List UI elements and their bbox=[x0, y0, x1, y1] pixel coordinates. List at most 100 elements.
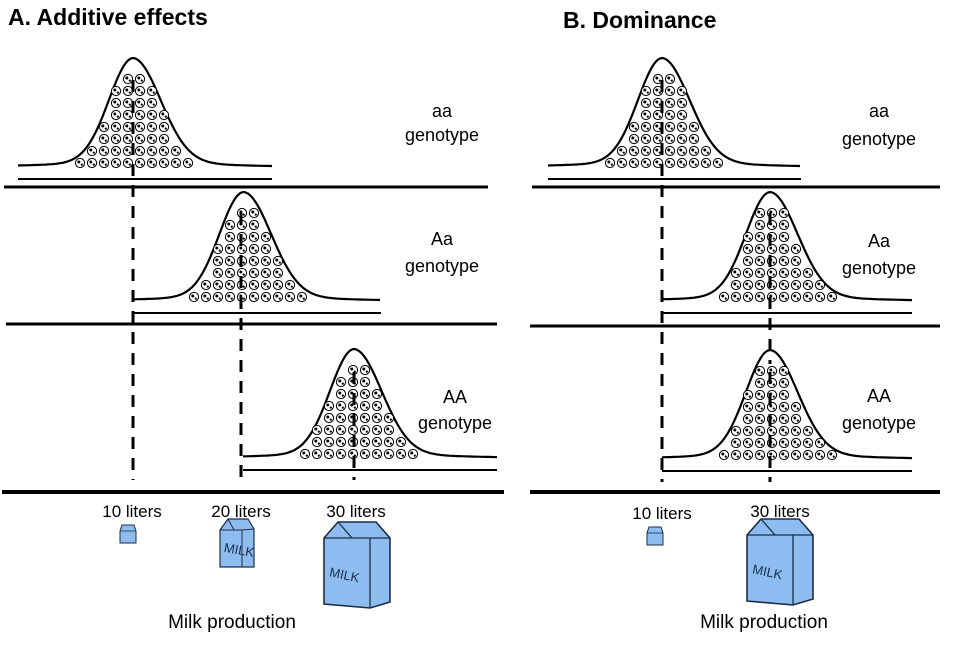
cow-icon bbox=[742, 243, 754, 255]
cow-icon bbox=[311, 424, 323, 436]
cow-icon bbox=[248, 267, 260, 279]
distribution-aa bbox=[17, 56, 272, 169]
cow-icon bbox=[359, 400, 371, 412]
cow-icon bbox=[383, 436, 395, 448]
cow-icon bbox=[742, 267, 754, 279]
cow-icon bbox=[371, 436, 383, 448]
cow-icon bbox=[652, 73, 664, 85]
cow-icon bbox=[754, 207, 766, 219]
cow-icon bbox=[712, 157, 724, 169]
cow-icon bbox=[790, 291, 802, 303]
genotype-label: aa bbox=[869, 101, 890, 121]
cow-icon bbox=[664, 73, 676, 85]
cow-icon bbox=[335, 400, 347, 412]
cow-icon bbox=[754, 401, 766, 413]
cow-icon bbox=[248, 219, 260, 231]
distribution-curve bbox=[547, 56, 800, 168]
cow-icon bbox=[688, 145, 700, 157]
cow-icon bbox=[688, 157, 700, 169]
cow-icon bbox=[200, 291, 212, 303]
cow-icon bbox=[676, 145, 688, 157]
cow-icon bbox=[640, 85, 652, 97]
cow-icon bbox=[676, 157, 688, 169]
cow-icon bbox=[323, 436, 335, 448]
cow-icon bbox=[730, 279, 742, 291]
cow-icon bbox=[778, 219, 790, 231]
cow-icon bbox=[778, 267, 790, 279]
cow-icon bbox=[383, 448, 395, 460]
cow-icon bbox=[158, 109, 170, 121]
cow-icon bbox=[730, 267, 742, 279]
cow-icon bbox=[730, 449, 742, 461]
cow-icon bbox=[754, 291, 766, 303]
cow-icon bbox=[98, 133, 110, 145]
cow-icon bbox=[604, 157, 616, 169]
cow-icon bbox=[110, 109, 122, 121]
cow-icon bbox=[74, 157, 86, 169]
cow-icon bbox=[778, 425, 790, 437]
cow-icon bbox=[778, 389, 790, 401]
genotype-label: genotype bbox=[405, 125, 479, 145]
distribution-Aa bbox=[131, 190, 381, 303]
cow-icon bbox=[158, 145, 170, 157]
cow-icon bbox=[122, 73, 134, 85]
cow-icon bbox=[260, 231, 272, 243]
cow-icon bbox=[146, 133, 158, 145]
milk-large-icon: MILK bbox=[323, 521, 391, 609]
cow-icon bbox=[407, 448, 419, 460]
cow-icon bbox=[754, 425, 766, 437]
milk-small-icon bbox=[119, 524, 137, 544]
cow-icon bbox=[122, 133, 134, 145]
cow-icon bbox=[134, 97, 146, 109]
cow-icon bbox=[766, 243, 778, 255]
cow-icon bbox=[248, 291, 260, 303]
axis-tick-label: 30 liters bbox=[326, 502, 386, 521]
cow-icon bbox=[676, 97, 688, 109]
cow-icon bbox=[652, 133, 664, 145]
cow-icon bbox=[146, 121, 158, 133]
cow-icon bbox=[395, 448, 407, 460]
cow-icon bbox=[628, 145, 640, 157]
cow-icon bbox=[134, 73, 146, 85]
cow-icon bbox=[371, 448, 383, 460]
cow-icon bbox=[188, 291, 200, 303]
cow-icon bbox=[742, 425, 754, 437]
genotype-label: genotype bbox=[405, 256, 479, 276]
cow-icon bbox=[664, 97, 676, 109]
cow-icon bbox=[688, 121, 700, 133]
cow-icon bbox=[688, 133, 700, 145]
cow-icon bbox=[323, 400, 335, 412]
cow-icon bbox=[778, 279, 790, 291]
cow-icon bbox=[110, 85, 122, 97]
cow-icon bbox=[802, 449, 814, 461]
cow-icon bbox=[359, 388, 371, 400]
cow-icon bbox=[335, 436, 347, 448]
cow-icon bbox=[335, 448, 347, 460]
cow-icon bbox=[359, 448, 371, 460]
cow-icon bbox=[134, 121, 146, 133]
milk-large-icon: MILK bbox=[746, 518, 814, 606]
cow-icon bbox=[260, 291, 272, 303]
cow-icon bbox=[284, 279, 296, 291]
cow-icon bbox=[766, 425, 778, 437]
cow-icon bbox=[260, 267, 272, 279]
cow-icon bbox=[248, 279, 260, 291]
cow-icon bbox=[170, 157, 182, 169]
cow-icon bbox=[754, 413, 766, 425]
cow-icon bbox=[676, 109, 688, 121]
cow-icon bbox=[260, 255, 272, 267]
cow-icon bbox=[212, 255, 224, 267]
cow-icon bbox=[359, 424, 371, 436]
cow-icon bbox=[814, 449, 826, 461]
cow-icon bbox=[212, 279, 224, 291]
cow-icon bbox=[790, 437, 802, 449]
cow-icon bbox=[260, 243, 272, 255]
cow-icon bbox=[826, 291, 838, 303]
cow-icon bbox=[122, 157, 134, 169]
cow-icon bbox=[212, 267, 224, 279]
cow-icon bbox=[718, 291, 730, 303]
cow-icon bbox=[616, 157, 628, 169]
distribution-aa bbox=[547, 56, 800, 169]
cow-icon bbox=[790, 243, 802, 255]
